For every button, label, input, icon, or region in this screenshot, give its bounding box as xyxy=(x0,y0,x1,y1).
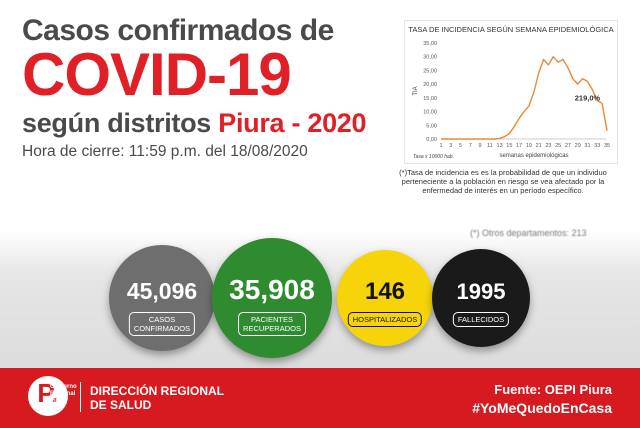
x-tick-label: 5 xyxy=(459,143,462,149)
confirmed-cases-value: 45,096 xyxy=(126,278,198,305)
recovered-patients-label: PACIENTES RECUPERADOS xyxy=(238,312,306,336)
hospitalized-value: 146 xyxy=(364,277,406,305)
y-tick-label: 0,00 xyxy=(426,137,437,143)
x-tick-label: 11 xyxy=(487,143,493,149)
footer-divider xyxy=(80,382,81,412)
series-line xyxy=(441,56,608,140)
x-tick-label: 29 xyxy=(575,143,581,149)
regional-government-logo: P. xyxy=(28,376,68,416)
x-tick-label: 21 xyxy=(536,143,542,149)
title-line-3-prefix: según distritos xyxy=(22,108,219,138)
x-tick-label: 35 xyxy=(604,143,610,149)
x-tick-label: 31 xyxy=(584,143,590,149)
other-departments-note: (*) Otros departamentos: 213 xyxy=(470,228,587,238)
deceased-label: FALLECIDOS xyxy=(452,312,510,327)
y-tick-label: 35,00 xyxy=(423,41,437,47)
x-tick-label: 25 xyxy=(555,143,561,149)
x-tick-label: 15 xyxy=(506,143,512,149)
header-area: Casos confirmados de COVID-19 según dist… xyxy=(0,0,640,196)
deceased-circle: 1995 FALLECIDOS xyxy=(432,249,530,347)
x-tick-label: 19 xyxy=(526,143,532,149)
x-tick-label: 27 xyxy=(565,143,571,149)
y-tick-label: 5,00 xyxy=(426,123,437,129)
x-tick-label: 13 xyxy=(497,143,503,149)
x-tick-label: 3 xyxy=(449,143,452,149)
title-line-1: Casos confirmados de xyxy=(22,14,334,47)
deceased-value: 1995 xyxy=(456,279,506,305)
y-tick-label: 20,00 xyxy=(423,82,437,88)
title-line-2: COVID-19 xyxy=(22,41,292,108)
confirmed-cases-label: CASOS CONFIRMADOS xyxy=(128,312,196,336)
x-tick-label: 1 xyxy=(439,143,442,149)
x-tick-label: 7 xyxy=(469,143,472,149)
x-tick-label: 33 xyxy=(594,143,600,149)
hospitalized-label: HOSPITALIZADOS xyxy=(347,312,423,327)
recovered-patients-circle: 35,908 PACIENTES RECUPERADOS xyxy=(212,238,332,358)
closing-time: Hora de cierre: 11:59 p.m. del 18/08/202… xyxy=(22,143,308,160)
x-tick-label: 17 xyxy=(516,143,522,149)
y-tick-label: 30,00 xyxy=(423,55,437,61)
chart-title: TASA DE INCIDENCIA SEGÚN SEMANA EPIDEMIO… xyxy=(408,25,614,34)
y-tick-label: 10,00 xyxy=(423,110,437,116)
incidence-chart: TASA DE INCIDENCIA SEGÚN SEMANA EPIDEMIO… xyxy=(404,20,618,164)
x-axis-label: semanas epidemiológicas xyxy=(499,153,568,159)
logo-letter: P. xyxy=(37,378,59,408)
logo-text: Gobierno Regional Piura xyxy=(50,384,77,404)
chart-footnote: Tasa x 10000 hab. xyxy=(413,154,454,160)
x-tick-label: 23 xyxy=(545,143,551,149)
confirmed-cases-circle: 45,096 CASOS CONFIRMADOS xyxy=(109,245,215,351)
recovered-patients-value: 35,908 xyxy=(229,274,315,306)
data-source: Fuente: OEPI Piura xyxy=(494,382,612,397)
x-tick-label: 9 xyxy=(479,143,482,149)
footer-bar: P. Gobierno Regional Piura DIRECCIÓN REG… xyxy=(0,368,640,428)
y-axis-label: TIA xyxy=(413,86,419,95)
title-line-3: según distritos Piura - 2020 xyxy=(22,108,367,139)
chart-annotation: 219,0% xyxy=(575,94,601,103)
hospitalized-circle: 146 HOSPITALIZADOS xyxy=(337,250,433,346)
y-tick-label: 25,00 xyxy=(423,68,437,74)
incidence-note: (*)Tasa de incidencia es es la probabili… xyxy=(399,168,607,195)
y-tick-label: 15,00 xyxy=(423,96,437,102)
health-direction: DIRECCIÓN REGIONAL DE SALUD xyxy=(90,384,225,412)
hashtag: #YoMeQuedoEnCasa xyxy=(472,400,612,416)
title-line-3-highlight: Piura - 2020 xyxy=(218,108,367,138)
